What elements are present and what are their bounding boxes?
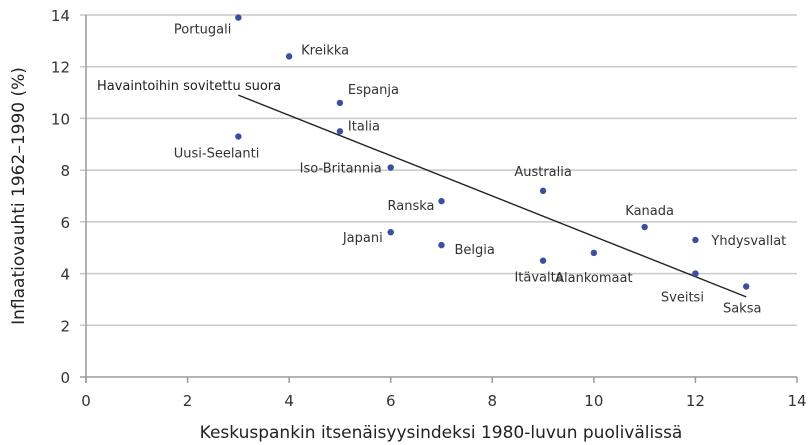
x-tick-label: 0 [81,392,91,410]
y-axis-title: Inflaatiovauhti 1962–1990 (%) [9,67,29,325]
x-tick-label: 6 [386,392,396,410]
point-label: Alankomaat [555,271,632,286]
point-label: Kanada [625,204,674,219]
y-tick-label: 14 [51,7,70,25]
point-label: Australia [514,165,572,180]
data-point [438,241,445,249]
data-point [336,99,344,107]
point-labels: Portugali Kreikka Espanja Italia Uusi-Seelan… [174,23,787,317]
point-label: Uusi-Seelanti [174,147,260,162]
x-axis-title: Keskuspankin itsenäisyysindeksi 1980-luv… [200,423,683,443]
x-tick-label: 8 [488,392,498,410]
fit-line-label: Havaintoihin sovitettu suora [97,79,281,94]
data-point [336,128,344,135]
fit-line: Havaintoihin sovitettu suora [97,79,747,298]
axes [80,15,798,383]
point-label: Saksa [723,302,762,317]
point-label: Itävalta [514,271,563,286]
y-tick-label: 0 [60,369,70,387]
point-label: Belgia [455,243,495,258]
data-point [235,14,242,21]
point-label: Ranska [388,199,435,214]
x-tick-label: 4 [284,392,294,410]
point-label: Portugali [174,23,231,38]
fitted-line [238,94,747,298]
x-tick-label: 12 [686,392,705,410]
point-label: Japani [342,231,383,246]
x-tick-label: 2 [183,392,193,410]
x-tick-labels: 0 2 4 6 8 10 12 14 [81,392,806,410]
point-label: Italia [348,119,380,134]
data-point [438,197,445,205]
data-point [235,133,242,140]
data-point [692,236,699,244]
x-tick-label: 10 [584,392,603,410]
data-point [285,53,293,60]
data-point [539,187,547,195]
gridlines [80,14,797,327]
y-tick-label: 6 [60,214,70,232]
y-tick-label: 10 [51,110,70,128]
y-tick-label: 2 [60,317,70,335]
data-point [743,283,750,290]
data-points [235,14,750,290]
x-tick-label: 14 [787,392,806,410]
data-point [692,270,699,277]
y-tick-label: 4 [60,266,70,284]
data-point [641,223,648,231]
point-label: Kreikka [301,43,349,58]
point-label: Iso-Britannia [300,162,382,177]
point-label: Yhdysvallat [710,234,786,249]
y-tick-label: 12 [51,59,70,77]
point-label: Sveitsi [661,291,704,306]
y-tick-label: 8 [60,162,70,180]
data-point [590,249,598,257]
y-tick-labels: 0 2 4 6 8 10 12 14 [51,7,70,387]
data-point [387,229,394,236]
data-point [539,257,547,264]
point-label: Espanja [348,83,399,98]
data-point [387,164,394,171]
